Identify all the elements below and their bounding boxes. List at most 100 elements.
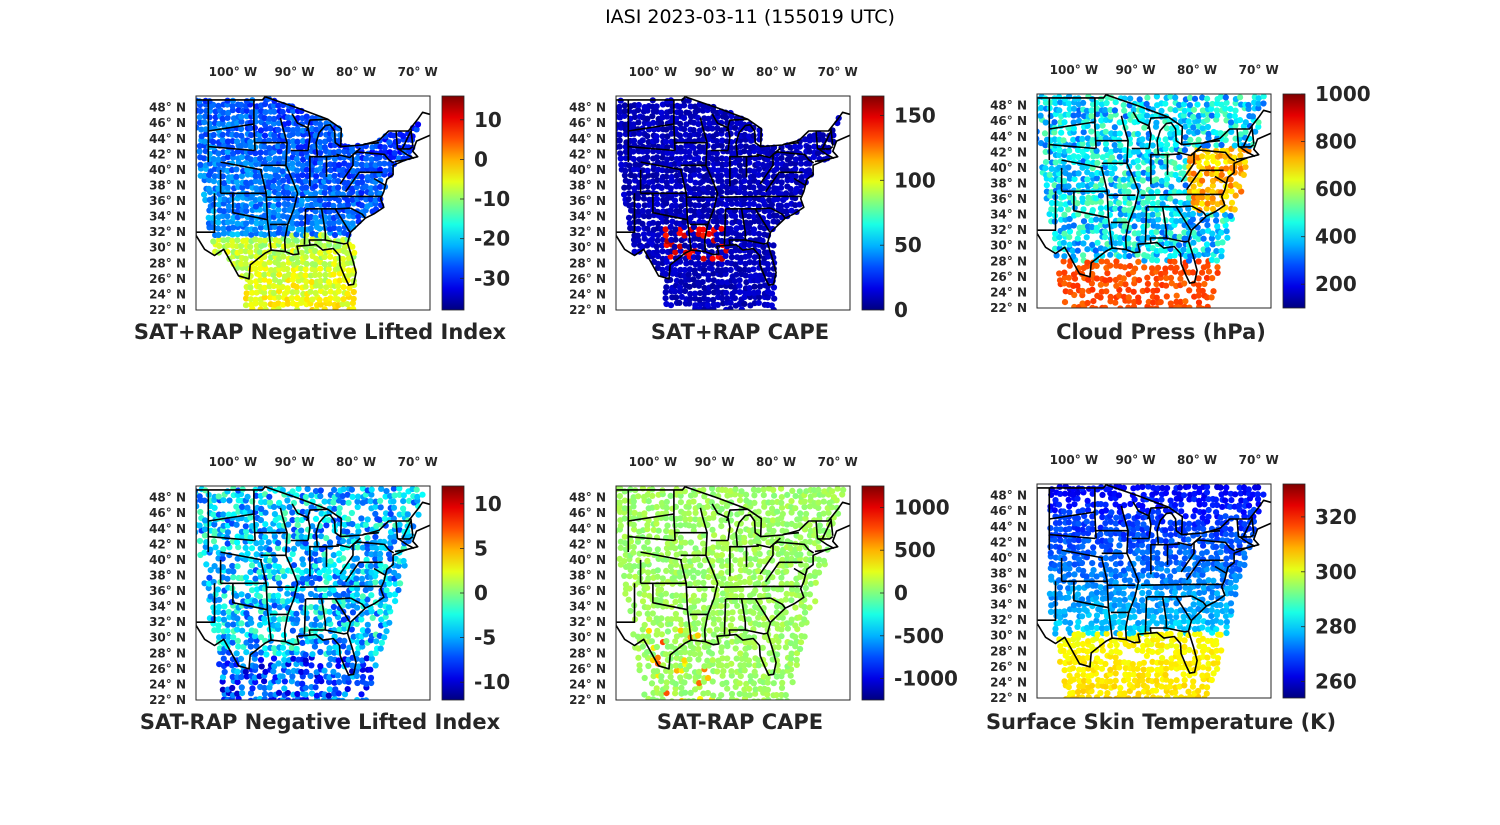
data-point bbox=[1144, 287, 1151, 294]
data-point bbox=[243, 649, 250, 656]
data-point bbox=[1176, 101, 1183, 109]
colorbar-tick-label: 5 bbox=[474, 536, 488, 560]
data-point bbox=[261, 301, 268, 308]
data-point bbox=[1092, 247, 1099, 254]
data-point bbox=[1190, 124, 1197, 131]
lon-label: 90° W bbox=[274, 455, 314, 469]
data-point bbox=[220, 230, 228, 237]
data-point bbox=[659, 133, 666, 140]
data-point bbox=[1227, 176, 1234, 183]
data-point bbox=[1102, 140, 1110, 147]
data-point bbox=[275, 102, 282, 109]
data-point bbox=[299, 508, 306, 515]
data-point bbox=[340, 296, 347, 303]
data-point bbox=[736, 232, 744, 239]
data-point bbox=[686, 185, 693, 192]
data-point bbox=[316, 225, 323, 232]
data-point bbox=[359, 593, 366, 600]
data-point bbox=[736, 289, 743, 296]
data-point bbox=[653, 248, 661, 255]
data-point bbox=[396, 521, 403, 528]
data-point bbox=[331, 155, 338, 162]
data-point bbox=[1097, 205, 1104, 212]
data-point bbox=[1061, 269, 1068, 276]
data-point bbox=[1227, 182, 1234, 189]
data-point bbox=[215, 231, 222, 239]
data-point bbox=[316, 271, 323, 278]
data-point bbox=[270, 102, 277, 109]
data-point bbox=[206, 114, 213, 121]
colorbar-tick-label: 200 bbox=[1315, 272, 1357, 296]
data-point bbox=[631, 241, 638, 248]
data-point bbox=[252, 663, 259, 670]
data-point bbox=[294, 616, 301, 623]
state-border bbox=[1037, 191, 1057, 231]
data-point bbox=[363, 196, 370, 203]
data-point bbox=[267, 125, 274, 132]
data-point bbox=[321, 667, 328, 674]
data-point bbox=[197, 161, 204, 168]
data-point bbox=[302, 178, 309, 185]
data-point bbox=[220, 511, 227, 518]
data-point bbox=[299, 172, 306, 179]
data-point bbox=[690, 698, 697, 700]
data-point bbox=[1199, 177, 1206, 184]
data-point bbox=[334, 283, 342, 290]
data-point bbox=[229, 231, 236, 238]
data-point bbox=[386, 619, 393, 626]
data-point bbox=[1065, 111, 1073, 118]
data-point bbox=[1162, 100, 1169, 107]
data-point bbox=[1154, 287, 1161, 294]
data-point bbox=[224, 627, 231, 634]
data-point bbox=[197, 508, 204, 516]
data-point bbox=[225, 568, 232, 575]
data-point bbox=[681, 679, 688, 686]
data-point bbox=[316, 296, 323, 303]
data-point bbox=[274, 622, 281, 629]
data-point bbox=[1186, 102, 1193, 109]
data-point bbox=[395, 587, 402, 594]
data-point bbox=[635, 101, 642, 109]
data-point bbox=[1195, 136, 1202, 143]
data-point bbox=[359, 657, 366, 664]
data-point bbox=[321, 696, 328, 700]
data-point bbox=[1079, 287, 1086, 295]
data-point bbox=[1135, 277, 1143, 284]
data-point bbox=[279, 673, 286, 680]
axes-frame bbox=[1036, 93, 1272, 309]
data-point bbox=[215, 622, 222, 629]
data-point bbox=[308, 278, 315, 286]
data-point bbox=[234, 539, 241, 546]
data-point bbox=[1185, 118, 1192, 125]
lon-label: 90° W bbox=[1115, 63, 1155, 77]
data-point bbox=[280, 137, 287, 144]
data-point bbox=[312, 604, 320, 611]
data-point bbox=[367, 666, 374, 673]
data-point bbox=[274, 574, 282, 581]
data-point bbox=[755, 299, 762, 306]
data-point bbox=[1145, 234, 1152, 241]
data-point bbox=[339, 301, 346, 308]
panel-sat-rap-cape: 100° W 90° W 80° W 70° W 48° N 46° N 44° N 42° … bbox=[520, 58, 960, 378]
data-point bbox=[207, 567, 214, 574]
data-point bbox=[1109, 154, 1116, 161]
data-point bbox=[294, 690, 301, 698]
data-point bbox=[257, 224, 265, 231]
data-point bbox=[1056, 147, 1063, 154]
data-point bbox=[325, 201, 332, 208]
data-point bbox=[1168, 183, 1175, 190]
data-point bbox=[1057, 201, 1064, 208]
data-point bbox=[1159, 194, 1166, 201]
data-point bbox=[201, 191, 208, 198]
state-border bbox=[1236, 128, 1256, 158]
data-point bbox=[713, 155, 720, 162]
data-point bbox=[630, 148, 637, 155]
data-point bbox=[1093, 195, 1100, 202]
data-point bbox=[1162, 136, 1169, 143]
data-point bbox=[635, 190, 642, 197]
data-point bbox=[396, 526, 403, 533]
data-point bbox=[1135, 163, 1142, 170]
data-point bbox=[285, 119, 292, 127]
data-point bbox=[367, 674, 375, 681]
state-border bbox=[208, 123, 255, 132]
